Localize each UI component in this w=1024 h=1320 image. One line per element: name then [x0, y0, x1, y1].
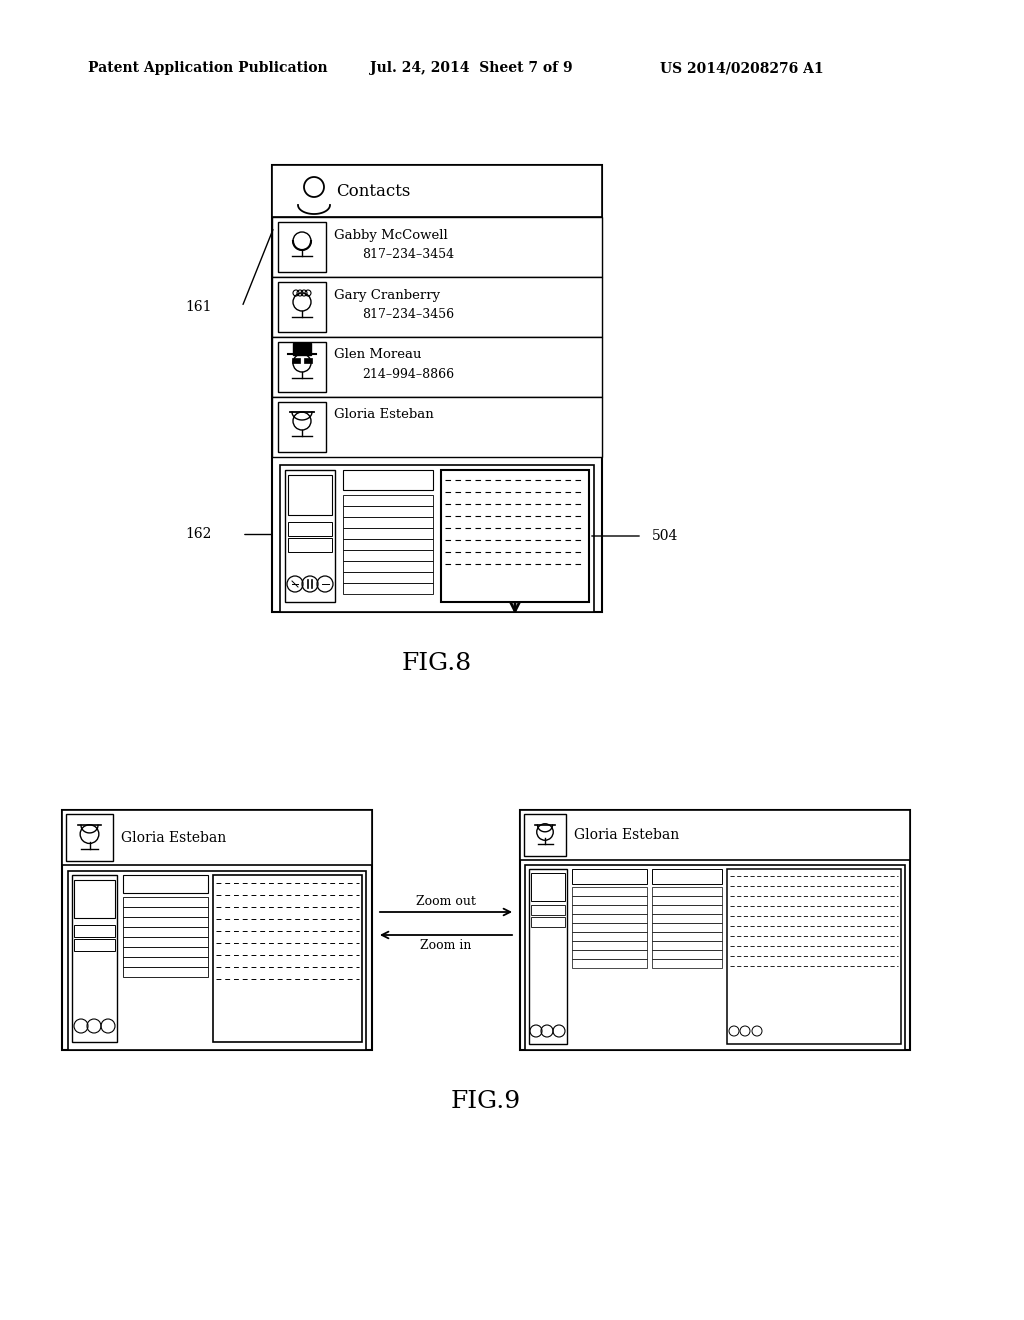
Bar: [285, 470, 335, 602]
Bar: [278, 282, 326, 333]
Bar: [74, 925, 115, 937]
Text: 817–234–3454: 817–234–3454: [362, 248, 454, 261]
Bar: [123, 917, 208, 927]
Text: Zoom out: Zoom out: [416, 895, 476, 908]
Bar: [529, 869, 567, 1044]
Bar: [123, 898, 208, 907]
Bar: [531, 873, 565, 902]
Bar: [572, 906, 647, 913]
Bar: [652, 913, 722, 923]
Bar: [520, 810, 910, 1049]
Bar: [343, 506, 433, 517]
Text: Gloria Esteban: Gloria Esteban: [121, 830, 226, 845]
Text: Gloria Esteban: Gloria Esteban: [334, 408, 434, 421]
Bar: [123, 875, 208, 894]
Bar: [304, 358, 312, 363]
Bar: [531, 917, 565, 927]
Bar: [441, 470, 589, 602]
Bar: [123, 946, 208, 957]
Bar: [272, 165, 602, 216]
Bar: [343, 550, 433, 561]
Bar: [272, 277, 602, 337]
Bar: [727, 869, 901, 1044]
Text: 161: 161: [185, 300, 212, 314]
Bar: [272, 165, 602, 612]
Bar: [572, 913, 647, 923]
Bar: [572, 887, 647, 896]
Bar: [524, 814, 566, 855]
Bar: [343, 561, 433, 572]
Bar: [572, 960, 647, 968]
Bar: [343, 539, 433, 550]
Bar: [293, 343, 311, 355]
Bar: [278, 222, 326, 272]
Bar: [652, 950, 722, 960]
Bar: [74, 939, 115, 950]
Bar: [652, 887, 722, 896]
Bar: [72, 875, 117, 1041]
Text: 504: 504: [652, 529, 678, 543]
Text: Gary Cranberry: Gary Cranberry: [334, 289, 440, 301]
Bar: [652, 906, 722, 913]
Bar: [74, 880, 115, 917]
Bar: [68, 871, 366, 1049]
Text: Patent Application Publication: Patent Application Publication: [88, 61, 328, 75]
Bar: [572, 896, 647, 906]
Bar: [272, 397, 602, 457]
Bar: [288, 475, 332, 515]
Text: Gloria Esteban: Gloria Esteban: [574, 828, 679, 842]
Bar: [652, 941, 722, 950]
Text: 162: 162: [185, 528, 212, 541]
Bar: [123, 968, 208, 977]
Bar: [572, 923, 647, 932]
Bar: [343, 495, 433, 506]
Bar: [343, 470, 433, 490]
Bar: [572, 950, 647, 960]
Bar: [62, 810, 372, 865]
Bar: [343, 583, 433, 594]
Bar: [572, 941, 647, 950]
Bar: [62, 810, 372, 1049]
Bar: [123, 957, 208, 968]
Text: US 2014/0208276 A1: US 2014/0208276 A1: [660, 61, 823, 75]
Bar: [66, 814, 113, 861]
Text: 214–994–8866: 214–994–8866: [362, 368, 454, 381]
Text: Contacts: Contacts: [336, 182, 411, 199]
Text: 817–234–3456: 817–234–3456: [362, 309, 454, 322]
Bar: [520, 810, 910, 861]
Bar: [572, 932, 647, 941]
Text: Jul. 24, 2014  Sheet 7 of 9: Jul. 24, 2014 Sheet 7 of 9: [370, 61, 572, 75]
Bar: [343, 517, 433, 528]
Bar: [272, 337, 602, 397]
Bar: [280, 465, 594, 612]
Text: FIG.8: FIG.8: [402, 652, 472, 675]
Bar: [531, 906, 565, 915]
Bar: [652, 932, 722, 941]
Bar: [272, 216, 602, 277]
Bar: [288, 521, 332, 536]
Bar: [652, 896, 722, 906]
Bar: [292, 358, 300, 363]
Bar: [288, 539, 332, 552]
Bar: [652, 923, 722, 932]
Bar: [652, 869, 722, 884]
Bar: [572, 869, 647, 884]
Bar: [123, 907, 208, 917]
Text: Zoom in: Zoom in: [420, 939, 472, 952]
Bar: [278, 403, 326, 451]
Bar: [343, 528, 433, 539]
Bar: [123, 937, 208, 946]
Bar: [213, 875, 362, 1041]
Bar: [525, 865, 905, 1049]
Bar: [123, 927, 208, 937]
Bar: [278, 342, 326, 392]
Text: Gabby McCowell: Gabby McCowell: [334, 228, 447, 242]
Text: Glen Moreau: Glen Moreau: [334, 348, 422, 362]
Bar: [652, 960, 722, 968]
Bar: [343, 572, 433, 583]
Text: FIG.9: FIG.9: [451, 1090, 521, 1113]
